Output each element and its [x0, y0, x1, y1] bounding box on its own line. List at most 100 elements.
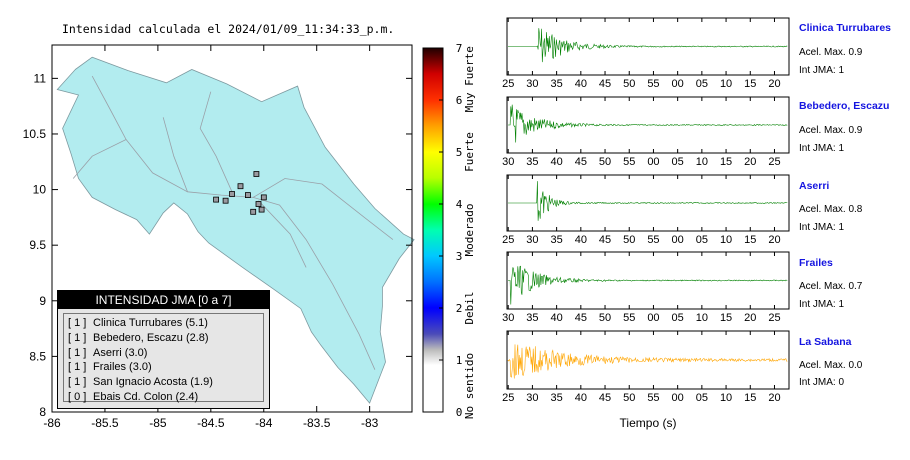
y-tick-label: 9.5: [29, 238, 46, 252]
time-tick-label: 40: [575, 78, 587, 90]
station-name: Bebedero, Escazu: [799, 100, 890, 112]
station-marker: [253, 171, 260, 177]
time-tick-label: 15: [744, 392, 756, 404]
time-tick-label: 30: [502, 156, 514, 168]
time-tick-label: 40: [575, 392, 587, 404]
time-tick-label: 20: [768, 392, 780, 404]
time-tick-label: 05: [672, 156, 684, 168]
time-tick-label: 55: [623, 156, 635, 168]
legend-entry: [ 0 ] Ebais Cd. Colon (2.4): [68, 390, 263, 405]
road-line: [258, 200, 307, 268]
road-line: [162, 117, 188, 192]
time-tick-label: 00: [672, 234, 684, 246]
legend-level: [ 1 ]: [68, 331, 87, 344]
time-tick-label: 55: [647, 234, 659, 246]
colorbar-category-label: No sentido: [463, 353, 476, 419]
time-tick-label: 35: [550, 78, 562, 90]
time-tick-label: 15: [744, 78, 756, 90]
time-tick-label: 10: [720, 392, 732, 404]
legend-level: [ 1 ]: [68, 376, 87, 389]
time-tick-label: 55: [647, 78, 659, 90]
time-tick-label: 25: [502, 234, 514, 246]
station-jma: Int JMA: 0: [799, 377, 845, 388]
station-acel: Acel. Max. 0.7: [799, 281, 863, 292]
time-tick-label: 00: [647, 156, 659, 168]
waveform-panel: 30 35 40 45 50 55 00 05 10 15 20 25: [502, 251, 790, 324]
time-tick-label: 45: [599, 234, 611, 246]
colorbar-category-label: Moderado: [463, 204, 476, 257]
station-name: Aserri: [799, 180, 830, 192]
time-tick-label: 45: [575, 156, 587, 168]
time-tick-label: 15: [720, 312, 732, 324]
waveform-trace: [508, 28, 788, 63]
x-tick-label: -83: [361, 416, 379, 430]
waveform-panel: 25 30 35 40 45 50 55 00 05 10 15 20: [502, 17, 790, 90]
time-tick-label: 55: [623, 312, 635, 324]
station-marker: [237, 183, 244, 190]
station-marker: [244, 192, 251, 199]
station-acel: Acel. Max. 0.0: [799, 360, 863, 371]
station-marker: [222, 197, 229, 204]
colorbar-category-label: Fuerte: [463, 132, 476, 172]
road-line: [199, 91, 233, 192]
legend-label: Aserri (3.0): [93, 346, 148, 359]
legend-entry: [ 1 ] Clinica Turrubares (5.1): [68, 316, 263, 331]
station-acel: Acel. Max. 0.9: [799, 125, 863, 136]
waveform-trace: [508, 265, 788, 305]
station-name: Clinica Turrubares: [799, 22, 891, 34]
station-marker: [229, 191, 235, 197]
time-tick-label: 15: [720, 156, 732, 168]
x-tick-label: -85.5: [91, 416, 119, 430]
time-tick-label: 35: [526, 156, 538, 168]
station-jma: Int JMA: 1: [799, 65, 845, 76]
colorbar-tick-label: 5: [456, 146, 463, 159]
time-tick-label: 30: [502, 312, 514, 324]
waveform-trace: [508, 181, 788, 221]
time-tick-label: 50: [623, 392, 635, 404]
time-tick-label: 00: [647, 312, 659, 324]
intensity-legend: INTENSIDAD JMA [0 a 7] [ 1 ] Clinica Turr…: [57, 290, 270, 409]
time-tick-label: 30: [526, 234, 538, 246]
road-line: [72, 139, 127, 179]
colorbar-tick-label: 2: [456, 302, 463, 315]
time-tick-label: 45: [599, 392, 611, 404]
legend-title: INTENSIDAD JMA [0 a 7]: [58, 291, 269, 309]
time-tick-label: 20: [768, 78, 780, 90]
x-tick-label: -86: [43, 416, 61, 430]
time-tick-label: 25: [768, 312, 780, 324]
time-tick-label: 20: [744, 156, 756, 168]
legend-label: Ebais Cd. Colon (2.4): [93, 390, 199, 403]
time-tick-label: 50: [599, 312, 611, 324]
x-tick-label: -85: [149, 416, 167, 430]
y-tick-label: 9: [39, 294, 46, 308]
waveform-panel: 25 30 35 40 45 50 55 00 05 10 15 20: [502, 330, 790, 404]
time-tick-label: 20: [744, 312, 756, 324]
legend-label: Frailes (3.0): [93, 361, 152, 374]
legend-entry: [ 1 ] San Ignacio Acosta (1.9): [68, 375, 263, 390]
station-name: La Sabana: [799, 336, 852, 348]
time-tick-label: 35: [550, 234, 562, 246]
time-tick-label: 50: [623, 234, 635, 246]
station-marker: [213, 196, 220, 203]
station-acel: Acel. Max. 0.9: [799, 47, 863, 58]
time-tick-label: 15: [744, 234, 756, 246]
waveform-trace: [507, 344, 788, 379]
time-tick-label: 45: [575, 312, 587, 324]
x-tick-label: -84: [255, 416, 273, 430]
chart-title: Intensidad calculada el 2024/01/09_11:34…: [62, 22, 395, 36]
legend-level: [ 1 ]: [68, 361, 87, 374]
legend-entry: [ 1 ] Aserri (3.0): [68, 346, 263, 361]
colorbar-category-label: Muy Fuerte: [463, 46, 476, 112]
legend-entry: [ 1 ] Frailes (3.0): [68, 360, 263, 375]
station-marker: [250, 208, 257, 215]
time-tick-label: 20: [768, 234, 780, 246]
legend-level: [ 1 ]: [68, 346, 87, 359]
time-tick-label: 10: [720, 234, 732, 246]
time-tick-label: 05: [672, 312, 684, 324]
colorbar-category-label: Debil: [463, 291, 476, 324]
legend-level: [ 1 ]: [68, 317, 87, 329]
legend-label: Clinica Turrubares (5.1): [93, 317, 208, 329]
y-tick-label: 8: [39, 405, 46, 419]
legend-label: San Ignacio Acosta (1.9): [93, 376, 213, 389]
colorbar-tick-label: 0: [456, 406, 463, 419]
